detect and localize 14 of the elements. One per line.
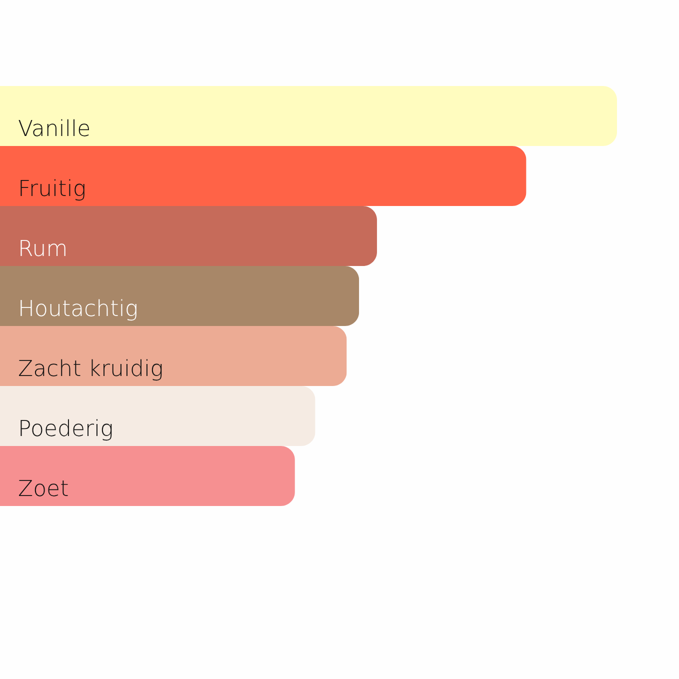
y-tick-label: Zacht kruidig <box>18 357 164 382</box>
bar <box>0 86 617 146</box>
y-tick-label: Vanille <box>18 117 91 142</box>
bar <box>0 326 347 386</box>
y-tick-label: Houtachtig <box>18 297 138 322</box>
bar <box>0 446 295 506</box>
bar <box>0 266 360 326</box>
bar <box>0 146 526 206</box>
y-tick-label: Fruitig <box>18 177 86 202</box>
y-tick-label: Zoet <box>18 477 69 502</box>
y-tick-label: Rum <box>18 237 68 262</box>
bar <box>0 386 316 446</box>
y-tick-label: Poederig <box>18 417 114 442</box>
bar <box>0 206 377 266</box>
